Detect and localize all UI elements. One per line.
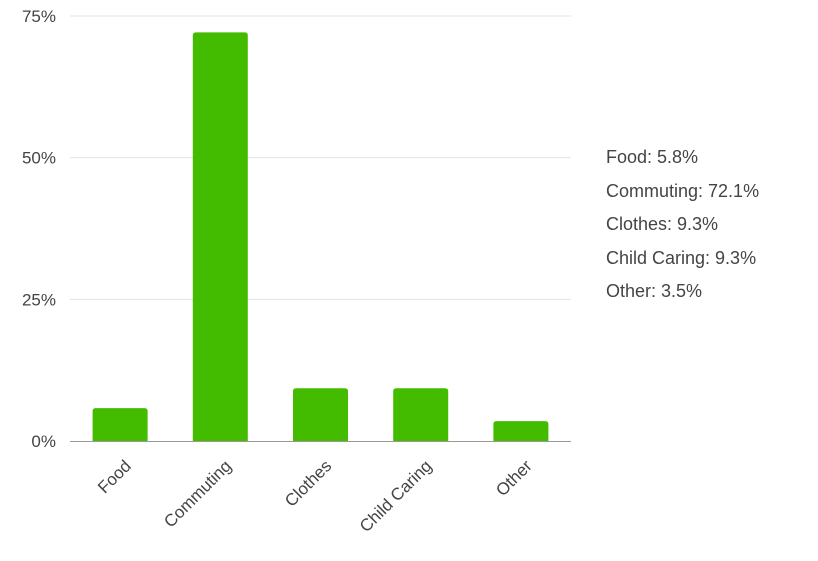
legend-item-other: Other: 3.5% xyxy=(606,281,703,301)
x-axis-labels: Food Commuting Clothes Child Caring Other xyxy=(94,456,536,536)
legend-item-commuting: Commuting: 72.1% xyxy=(606,180,760,201)
x-label-food: Food xyxy=(94,456,135,497)
x-label-clothes: Clothes xyxy=(281,456,335,510)
legend-item-food: Food: 5.8% xyxy=(606,147,699,167)
y-tick-label: 75% xyxy=(22,7,56,26)
x-label-other: Other xyxy=(492,456,536,500)
gridlines xyxy=(70,15,571,300)
bar-child-caring xyxy=(393,388,449,441)
bar-clothes xyxy=(293,388,348,441)
x-label-commuting: Commuting xyxy=(160,456,235,531)
bar-commuting xyxy=(192,32,248,441)
legend-item-child-caring: Child Caring: 9.3% xyxy=(606,247,757,268)
y-tick-label: 50% xyxy=(22,149,56,168)
y-tick-label: 0% xyxy=(31,432,56,451)
y-axis-ticks: 0% 25% 50% 75% xyxy=(22,7,56,451)
legend: Food: 5.8% Commuting: 72.1% Clothes: 9.3… xyxy=(606,145,759,313)
bar-food xyxy=(92,408,148,441)
y-tick-label: 25% xyxy=(22,290,56,309)
x-label-child-caring: Child Caring xyxy=(356,456,436,536)
bar-other xyxy=(493,421,549,441)
legend-item-clothes: Clothes: 9.3% xyxy=(606,214,719,234)
bars xyxy=(92,32,549,441)
